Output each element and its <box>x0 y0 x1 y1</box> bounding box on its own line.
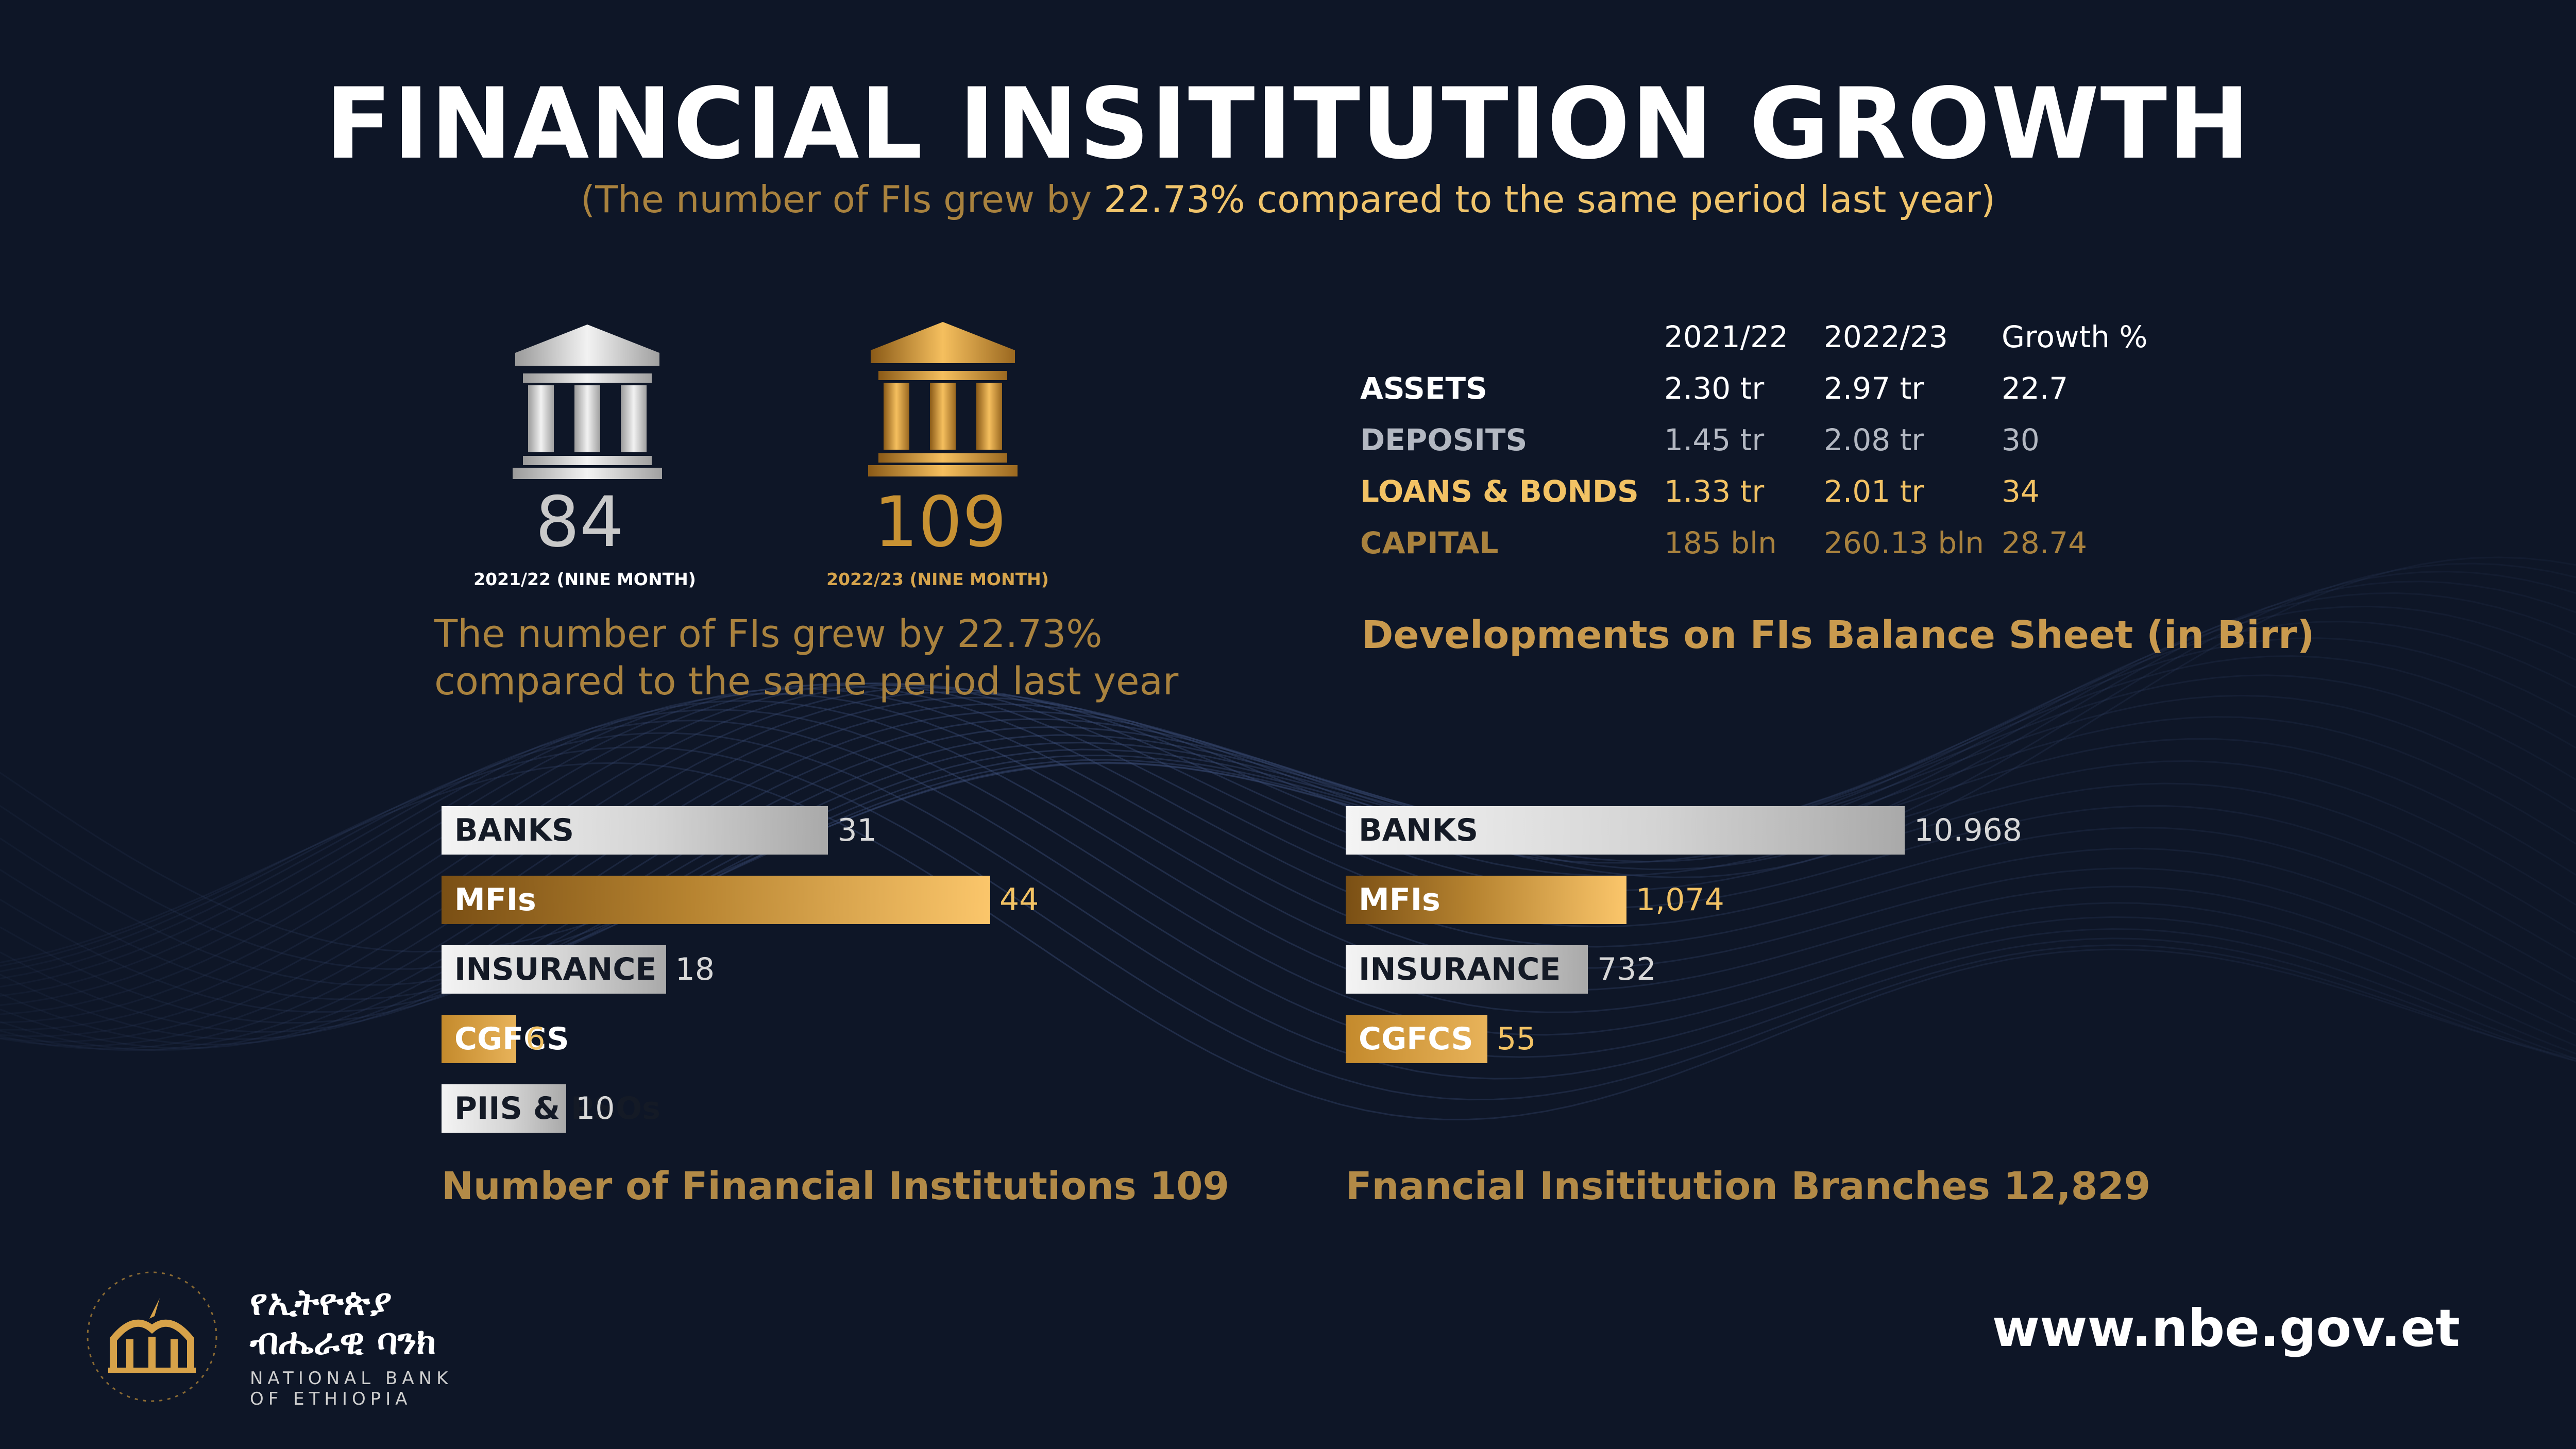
bs-row-label: CAPITAL <box>1360 525 1499 560</box>
bar-category-label: MFIs <box>1359 882 1440 918</box>
bs-row-value-2021-22: 1.45 tr <box>1664 422 1765 457</box>
balance-sheet-caption: Developments on FIs Balance Sheet (in Bi… <box>1362 613 2315 657</box>
bar <box>442 1015 517 1063</box>
bs-row-value-2021-22: 185 bln <box>1664 525 1777 560</box>
bs-row-label: ASSETS <box>1360 371 1487 406</box>
fi-growth-line1: The number of FIs grew by 22.73% <box>434 612 1103 656</box>
wave-line <box>0 684 2576 1043</box>
bar-category-label: CGFCS <box>1359 1021 1473 1057</box>
bar-value-label: 55 <box>1497 1021 1536 1057</box>
bar-value-label: 6 <box>526 1021 546 1057</box>
wave-line <box>0 700 2576 1047</box>
wave-line <box>0 655 2576 1046</box>
bar <box>442 945 666 994</box>
bar-value-label: 44 <box>999 882 1039 918</box>
bar-value-label: 10 <box>575 1090 615 1127</box>
bar <box>1346 876 1626 924</box>
wave-line <box>0 682 2576 1031</box>
bar <box>1346 945 1588 994</box>
bs-header-growth: Growth % <box>2002 319 2148 354</box>
wave-line <box>0 637 2576 1041</box>
subtitle-highlight: 22.73% compared to the same period last … <box>1104 178 1995 221</box>
fi-growth-statement: The number of FIs grew by 22.73% compare… <box>434 610 1207 705</box>
bar-category-label: MFIs <box>454 882 536 918</box>
bs-row-value-2021-22: 2.30 tr <box>1664 371 1765 406</box>
bar <box>442 1084 567 1133</box>
wave-line <box>0 732 2576 1080</box>
fi-count-2022-23: 109 <box>874 482 1007 562</box>
bar-value-label: 732 <box>1597 951 1656 987</box>
wave-line <box>0 562 2576 970</box>
bs-row-growth: 28.74 <box>2002 525 2088 560</box>
bar-category-label: INSURANCE <box>454 951 657 987</box>
wave-line <box>0 674 2576 1049</box>
bar-value-label: 31 <box>837 812 877 848</box>
bar-category-label: PIIS & PSOs <box>454 1090 660 1127</box>
page-title: FINANCIAL INSITITUTION GROWTH <box>325 67 2251 181</box>
bs-row-value-2022-23: 2.97 tr <box>1824 371 1924 406</box>
wave-line <box>0 696 2576 1051</box>
logo-english-line2: OF ETHIOPIA <box>250 1389 412 1409</box>
bar <box>1346 1015 1487 1063</box>
bar <box>442 876 990 924</box>
bs-header-2021-22: 2021/22 <box>1664 319 1788 354</box>
bs-row-value-2022-23: 2.08 tr <box>1824 422 1924 457</box>
nbe-seal-logo <box>87 1271 217 1402</box>
bs-row-value-2022-23: 2.01 tr <box>1824 474 1924 509</box>
wave-line <box>0 693 2576 1035</box>
bs-header-2022-23: 2022/23 <box>1824 319 1948 354</box>
bar <box>442 806 828 855</box>
bs-row-value-2021-22: 1.33 tr <box>1664 474 1765 509</box>
website-link[interactable]: www.nbe.gov.et <box>1992 1298 2460 1358</box>
bar-category-label: BANKS <box>1359 812 1479 848</box>
nbe-logo-text: የኢትዮጵያ ብሔራዊ ባንክ NATIONAL BANK OF ETHIOPI… <box>250 1283 452 1409</box>
wave-line <box>0 571 2576 986</box>
subtitle-open: (The number of FIs grew by <box>581 178 1104 221</box>
logo-amharic-line2: ብሔራዊ ባንክ <box>250 1320 436 1362</box>
branch-chart-caption: Fnancial Insititution Branches 12,829 <box>1346 1164 2151 1208</box>
wave-line <box>0 684 2576 1024</box>
fi-count-caption-2021-22: 2021/22 (NINE MONTH) <box>473 569 696 589</box>
bs-row-value-2022-23: 260.13 bln <box>1824 525 1985 560</box>
bs-row-label: LOANS & BONDS <box>1360 474 1639 509</box>
bank-icon-2021-22 <box>513 325 662 479</box>
wave-line <box>0 762 2576 1120</box>
logo-amharic-line1: የኢትዮጵያ <box>250 1281 392 1323</box>
wave-line <box>0 694 2576 1051</box>
logo-english-line1: NATIONAL BANK <box>250 1368 453 1389</box>
bs-row-label: DEPOSITS <box>1360 422 1528 457</box>
fi-count-caption-2022-23: 2022/23 (NINE MONTH) <box>826 569 1049 589</box>
fi-count-2021-22: 84 <box>535 482 624 562</box>
wave-line <box>0 682 2576 1037</box>
wave-line <box>0 687 2576 1047</box>
wave-line <box>0 687 2576 1021</box>
wave-line <box>0 746 2576 1101</box>
bar-category-label: INSURANCE <box>1359 951 1561 987</box>
bar-value-label: 1,074 <box>1636 882 1724 918</box>
wave-line <box>0 621 2576 1033</box>
bar-category-label: CGFCS <box>454 1021 569 1057</box>
fi-count-chart-caption: Number of Financial Institutions 109 <box>442 1164 1230 1208</box>
bs-row-growth: 22.7 <box>2002 371 2069 406</box>
bs-row-growth: 34 <box>2002 474 2040 509</box>
bar-value-label: 10.968 <box>1914 812 2022 848</box>
wave-line <box>0 691 2576 1050</box>
bar-value-label: 18 <box>675 951 715 987</box>
bar-category-label: BANKS <box>454 812 574 848</box>
fi-growth-line2: compared to the same period last year <box>434 659 1179 704</box>
bar <box>1346 806 1905 855</box>
page-subtitle: (The number of FIs grew by 22.73% compar… <box>0 178 2576 221</box>
bank-icon-2022-23 <box>868 322 1018 476</box>
bs-row-growth: 30 <box>2002 422 2040 457</box>
